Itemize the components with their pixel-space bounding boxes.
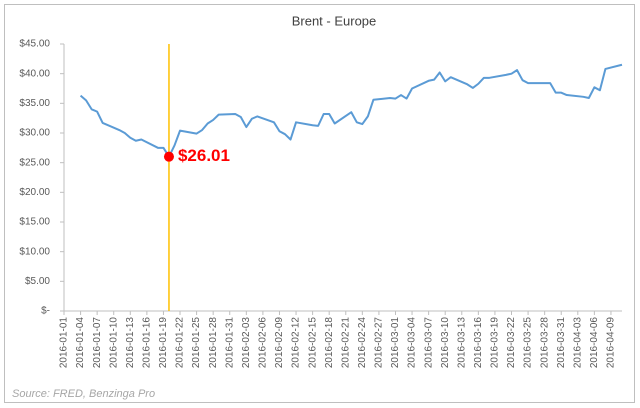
chart-title: Brent - Europe bbox=[292, 13, 377, 28]
x-tick-label: 2016-02-03 bbox=[241, 317, 252, 369]
x-tick-label: 2016-03-19 bbox=[490, 317, 501, 369]
x-tick-label: 2016-03-31 bbox=[556, 317, 567, 369]
x-tick-label: 2016-01-28 bbox=[208, 317, 219, 369]
y-tick-label: $35.00 bbox=[19, 98, 50, 109]
x-tick-label: 2016-01-01 bbox=[59, 317, 70, 369]
x-tick-label: 2016-01-16 bbox=[142, 317, 153, 369]
x-tick-label: 2016-02-06 bbox=[258, 317, 269, 369]
x-tick-label: 2016-02-15 bbox=[307, 317, 318, 369]
x-tick-label: 2016-03-22 bbox=[506, 317, 517, 369]
x-tick-label: 2016-03-13 bbox=[456, 317, 467, 369]
y-tick-label: $30.00 bbox=[19, 128, 50, 139]
x-tick-label: 2016-01-13 bbox=[125, 317, 136, 369]
y-tick-label: $45.00 bbox=[19, 39, 50, 50]
x-tick-label: 2016-01-22 bbox=[175, 317, 186, 369]
x-tick-label: 2016-02-24 bbox=[357, 317, 368, 369]
x-tick-label: 2016-01-19 bbox=[158, 317, 169, 369]
y-tick-label: $5.00 bbox=[25, 276, 50, 287]
x-tick-label: 2016-01-10 bbox=[108, 317, 119, 369]
x-tick-label: 2016-03-10 bbox=[440, 317, 451, 369]
y-tick-label: $- bbox=[41, 306, 50, 317]
x-tick-label: 2016-01-04 bbox=[75, 317, 86, 369]
x-tick-label: 2016-03-01 bbox=[390, 317, 401, 369]
x-tick-label: 2016-03-16 bbox=[473, 317, 484, 369]
annotation-dot bbox=[163, 151, 174, 162]
x-tick-label: 2016-03-28 bbox=[539, 317, 550, 369]
annotation-label: $26.01 bbox=[178, 146, 230, 165]
y-tick-label: $10.00 bbox=[19, 246, 50, 257]
y-tick-label: $20.00 bbox=[19, 187, 50, 198]
chart-border bbox=[4, 4, 635, 403]
x-tick-label: 2016-03-04 bbox=[407, 317, 418, 369]
x-tick-label: 2016-02-09 bbox=[274, 317, 285, 369]
x-tick-label: 2016-03-07 bbox=[423, 317, 434, 369]
x-tick-label: 2016-02-21 bbox=[340, 317, 351, 369]
y-tick-label: $15.00 bbox=[19, 217, 50, 228]
x-tick-label: 2016-02-18 bbox=[324, 317, 335, 369]
x-tick-label: 2016-02-12 bbox=[291, 317, 302, 369]
source-note: Source: FRED, Benzinga Pro bbox=[12, 388, 155, 400]
y-tick-label: $40.00 bbox=[19, 68, 50, 79]
x-tick-label: 2016-02-27 bbox=[374, 317, 385, 369]
x-tick-label: 2016-01-07 bbox=[92, 317, 103, 369]
x-tick-label: 2016-01-25 bbox=[191, 317, 202, 369]
x-tick-label: 2016-03-25 bbox=[523, 317, 534, 369]
x-tick-label: 2016-04-06 bbox=[589, 317, 600, 369]
x-tick-label: 2016-04-09 bbox=[606, 317, 617, 369]
y-tick-label: $25.00 bbox=[19, 157, 50, 168]
x-tick-label: 2016-04-03 bbox=[572, 317, 583, 369]
x-tick-label: 2016-01-31 bbox=[224, 317, 235, 369]
